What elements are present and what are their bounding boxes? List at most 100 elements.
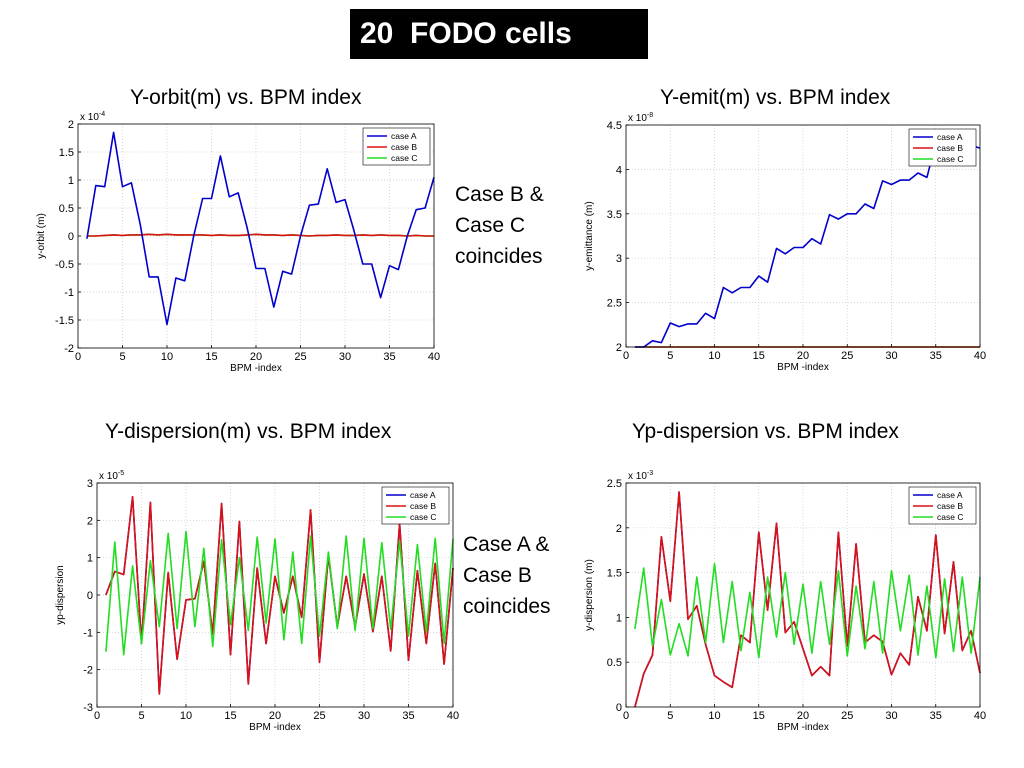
x-axis-label: BPM -index xyxy=(249,722,301,733)
x-tick-label: 40 xyxy=(974,710,986,722)
x-tick-label: 30 xyxy=(885,350,897,362)
note-bottom-line: Case A & xyxy=(463,533,550,556)
series-line-case-A xyxy=(86,131,435,326)
y-tick-label: 1 xyxy=(68,175,74,187)
y-tick-label: 3 xyxy=(616,253,622,265)
x-tick-label: 10 xyxy=(180,710,192,722)
x-tick-label: 5 xyxy=(667,350,673,362)
x-tick-label: 25 xyxy=(841,350,853,362)
x-tick-label: 10 xyxy=(708,350,720,362)
x-tick-label: 15 xyxy=(753,350,765,362)
axis-exponent-power: -4 xyxy=(99,111,105,118)
x-tick-label: 10 xyxy=(161,351,173,363)
y-tick-label: -2 xyxy=(83,665,93,677)
y-tick-label: 0 xyxy=(87,590,93,602)
note-top-line: Case C xyxy=(455,214,526,237)
y-tick-label: -1 xyxy=(83,627,93,639)
x-tick-label: 25 xyxy=(294,351,306,363)
legend-label: case A xyxy=(937,132,963,142)
y-tick-label: 0 xyxy=(616,702,622,714)
legend-label: case A xyxy=(410,490,436,500)
x-tick-label: 5 xyxy=(119,351,125,363)
x-tick-label: 35 xyxy=(930,350,942,362)
legend-label: case C xyxy=(391,153,417,163)
y-tick-label: 3 xyxy=(87,478,93,490)
y-tick-label: 4.5 xyxy=(607,120,622,132)
legend-label: case C xyxy=(937,512,963,522)
chart-title-orbit: Y-orbit(m) vs. BPM index xyxy=(130,86,362,109)
series-line-case-C xyxy=(634,562,981,659)
y-tick-label: 2 xyxy=(87,515,93,527)
legend-label: case B xyxy=(937,501,963,511)
chart-title-disp: Y-dispersion(m) vs. BPM index xyxy=(105,420,392,443)
x-tick-label: 10 xyxy=(708,710,720,722)
x-tick-label: 5 xyxy=(138,710,144,722)
y-tick-label: -0.5 xyxy=(55,259,74,271)
x-tick-label: 15 xyxy=(753,710,765,722)
x-tick-label: 30 xyxy=(885,710,897,722)
x-tick-label: 0 xyxy=(623,350,629,362)
y-tick-label: 0.5 xyxy=(59,203,74,215)
x-tick-label: 0 xyxy=(94,710,100,722)
y-axis-label: y-dispersion (m) xyxy=(584,559,595,631)
y-tick-label: 2 xyxy=(616,342,622,354)
y-tick-label: 4 xyxy=(616,164,622,176)
x-tick-label: 25 xyxy=(841,710,853,722)
x-tick-label: 0 xyxy=(75,351,81,363)
x-tick-label: 5 xyxy=(667,710,673,722)
y-tick-label: -2 xyxy=(64,343,74,355)
y-tick-label: 1.5 xyxy=(59,147,74,159)
legend-label: case A xyxy=(937,490,963,500)
legend-label: case A xyxy=(391,131,417,141)
y-axis-label: y-emittance (m) xyxy=(584,201,595,270)
legend-label: case C xyxy=(410,512,436,522)
chart-title-emit: Y-emit(m) vs. BPM index xyxy=(660,86,891,109)
y-tick-label: 0.5 xyxy=(607,657,622,669)
y-tick-label: 2.5 xyxy=(607,298,622,310)
note-bottom-line: Case B xyxy=(463,564,532,587)
axis-exponent-power: -3 xyxy=(647,470,653,477)
legend-label: case B xyxy=(391,142,417,152)
x-tick-label: 20 xyxy=(250,351,262,363)
series-line-case-B xyxy=(86,233,434,237)
x-tick-label: 40 xyxy=(428,351,440,363)
x-tick-label: 30 xyxy=(358,710,370,722)
x-tick-label: 20 xyxy=(797,710,809,722)
y-tick-label: 0 xyxy=(68,231,74,243)
axis-exponent-power: -5 xyxy=(118,470,124,477)
y-tick-label: 2 xyxy=(68,119,74,131)
x-tick-label: 15 xyxy=(205,351,217,363)
y-axis-label: y-orbit (m) xyxy=(36,213,47,259)
note-top-line: Case B & xyxy=(455,183,544,206)
y-tick-label: 3.5 xyxy=(607,209,622,221)
chart-title-ypdisp: Yp-dispersion vs. BPM index xyxy=(632,420,899,443)
x-tick-label: 30 xyxy=(339,351,351,363)
x-tick-label: 15 xyxy=(224,710,236,722)
note-bottom: Case A & Case B coincides xyxy=(463,529,551,622)
y-tick-label: 2 xyxy=(616,523,622,535)
x-tick-label: 20 xyxy=(797,350,809,362)
y-axis-label: yp-dispersion xyxy=(55,565,66,624)
x-tick-label: 40 xyxy=(974,350,986,362)
slide-title: 20 FODO cells xyxy=(350,9,648,59)
axis-exponent-power: -8 xyxy=(647,112,653,119)
x-tick-label: 35 xyxy=(383,351,395,363)
x-tick-label: 20 xyxy=(269,710,281,722)
series-line-case-C xyxy=(105,530,454,656)
x-tick-label: 35 xyxy=(930,710,942,722)
y-tick-label: 1.5 xyxy=(607,568,622,580)
note-top-line: coincides xyxy=(455,245,543,268)
y-tick-label: 2.5 xyxy=(607,478,622,490)
x-tick-label: 0 xyxy=(623,710,629,722)
note-top: Case B & Case C coincides xyxy=(455,179,544,272)
x-tick-label: 25 xyxy=(313,710,325,722)
legend-label: case C xyxy=(937,154,963,164)
